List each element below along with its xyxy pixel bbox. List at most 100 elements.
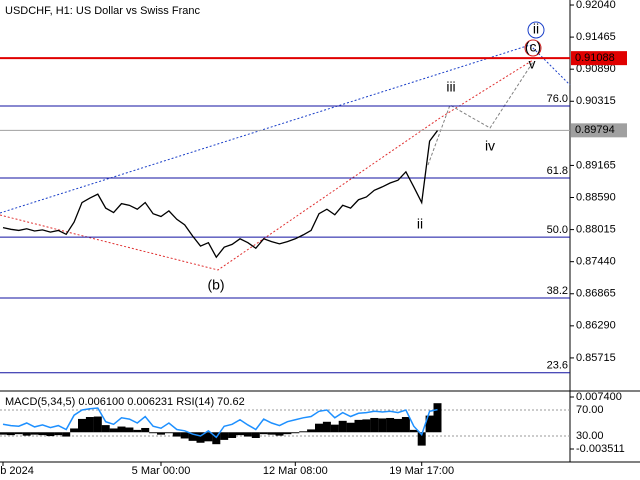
macd-bar	[22, 432, 31, 436]
x-tick-label: 19 Mar 17:00	[389, 465, 454, 477]
macd-bar	[14, 432, 23, 435]
macd-bar	[220, 432, 229, 440]
price-line	[2, 130, 439, 259]
macd-bar	[133, 429, 142, 433]
last_price-label: 0.89794	[575, 124, 615, 136]
macd-bar	[125, 427, 134, 433]
y-tick-label: 0.87440	[576, 256, 616, 268]
macd-bar	[401, 417, 410, 433]
y2-tick-label: 70.00	[576, 404, 604, 416]
macd-bar	[149, 432, 158, 434]
y-tick-label: 0.89165	[576, 159, 616, 171]
macd-bar	[157, 432, 165, 435]
wave-label: iv	[485, 138, 495, 154]
y-tick-label: 0.90315	[576, 95, 616, 107]
resistance-label: 0.91088	[575, 52, 615, 64]
macd-bar	[0, 432, 7, 435]
macd-bar	[204, 432, 213, 442]
macd-bar	[62, 432, 71, 437]
macd-bar	[93, 416, 102, 433]
macd-bar	[386, 417, 395, 433]
wave-projection	[427, 61, 534, 166]
macd-bar	[70, 428, 79, 433]
wave-label: (b)	[207, 277, 224, 293]
macd-bar	[109, 428, 118, 433]
macd-bar	[417, 432, 426, 446]
wave-label: v	[529, 56, 536, 72]
wave-label: ii	[533, 21, 539, 37]
y-tick-label: 0.86865	[576, 288, 616, 300]
macd-bar	[330, 424, 339, 433]
macd-bar	[188, 432, 197, 441]
macd-bar	[251, 432, 260, 438]
macd-bar	[291, 432, 300, 434]
y-tick-label: 0.85715	[576, 352, 616, 364]
fib-level-label: 50.0	[547, 224, 568, 236]
macd-bar	[433, 403, 442, 433]
macd-bar	[243, 432, 252, 437]
macd-bar	[425, 415, 434, 433]
macd-bar	[315, 423, 323, 433]
macd-bar	[267, 432, 276, 435]
wave-label: ii	[417, 216, 423, 232]
macd-bar	[354, 419, 363, 433]
macd-bar	[338, 420, 347, 433]
macd-bar	[228, 432, 237, 438]
x-tick-label: 26 Feb 2024	[0, 465, 34, 477]
wave-label: (c)	[525, 39, 541, 55]
resistance-box	[571, 51, 627, 66]
macd-bar	[172, 432, 181, 437]
macd-bar	[275, 432, 284, 436]
macd-bar	[46, 432, 55, 437]
macd-bar	[283, 432, 292, 435]
y-tick-label: 0.86290	[576, 320, 616, 332]
macd-bar	[141, 427, 150, 433]
indicator-title: MACD(5,34,5) 0.006100 0.006231 RSI(14) 7…	[5, 396, 245, 408]
y-tick-label: 0.007400	[576, 391, 622, 403]
macd-bar	[101, 425, 110, 433]
wave-circle	[527, 21, 545, 39]
y-tick-label: -0.003511	[576, 443, 625, 455]
macd-bar	[30, 432, 39, 435]
x-tick-label: 12 Mar 08:00	[263, 465, 328, 477]
macd-bar	[259, 432, 268, 435]
macd-bar	[180, 432, 189, 439]
wave-label: iii	[446, 79, 455, 95]
macd-bar	[78, 418, 86, 433]
macd-bar	[409, 429, 418, 433]
last_price-box	[571, 123, 627, 138]
fib-level-label: 38.2	[547, 285, 568, 297]
macd-bar	[346, 422, 355, 433]
macd-bar	[236, 432, 244, 436]
y-tick-label: 0.88590	[576, 191, 616, 203]
y2-tick-label: 30.00	[576, 430, 604, 442]
y-tick-label: 0.92040	[576, 0, 616, 11]
rsi-line	[2, 407, 438, 439]
macd-bar	[299, 431, 308, 433]
macd-bar	[378, 418, 387, 433]
macd-bar	[85, 417, 94, 433]
macd-bar	[370, 417, 379, 433]
macd-bar	[117, 426, 126, 433]
macd-bar	[196, 432, 205, 443]
macd-bar	[307, 429, 316, 433]
fib-level-label: 23.6	[547, 360, 568, 372]
macd-bar	[54, 432, 63, 436]
macd-bar	[38, 432, 47, 436]
x-tick-label: 5 Mar 00:00	[132, 465, 191, 477]
wave-circle	[524, 39, 542, 57]
fib-level-label: 61.8	[547, 165, 568, 177]
fib-level-label: 76.0	[547, 93, 568, 105]
y-tick-label: 0.88015	[576, 223, 616, 235]
macd-bar	[164, 432, 173, 434]
wave-trend-line	[0, 44, 571, 214]
y-tick-label: 0.91465	[576, 31, 616, 43]
macd-bar	[322, 421, 331, 433]
macd-bar	[394, 418, 402, 433]
y-tick-label: 0.90890	[576, 63, 616, 75]
chart-title: USDCHF, H1: US Dollar vs Swiss Franc	[5, 5, 200, 17]
macd-bar	[6, 432, 15, 436]
